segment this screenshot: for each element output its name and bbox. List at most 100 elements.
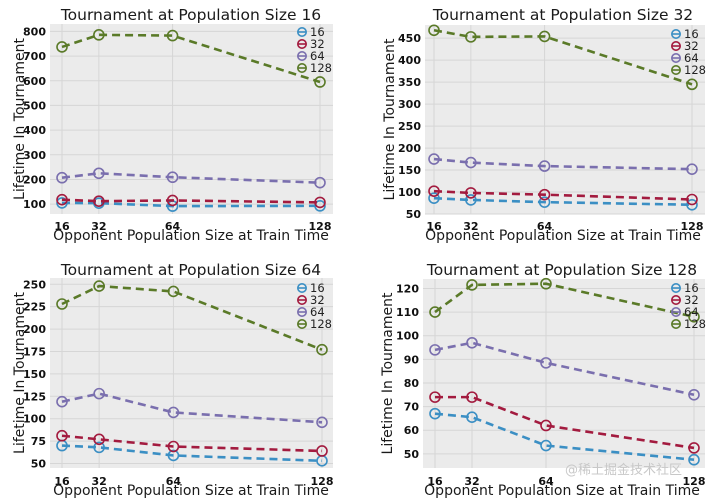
legend-marker-32 [296, 38, 307, 49]
series-line-16 [61, 444, 323, 463]
y-tick-label: 70 [404, 401, 420, 414]
y-tick-label: 90 [404, 353, 420, 366]
data-point-128 [429, 306, 441, 318]
y-tick-label: 100 [23, 413, 46, 426]
y-tick-label: 225 [23, 301, 46, 314]
legend-marker-64 [296, 306, 307, 317]
y-tick-label: 50 [406, 208, 422, 221]
data-point-64 [465, 156, 477, 169]
y-tick-label: 300 [23, 149, 46, 162]
legend-marker-128 [296, 318, 307, 329]
legend-label-16: 16 [684, 281, 699, 295]
y-tick-label: 100 [23, 198, 46, 211]
y-tick-label: 250 [398, 120, 421, 133]
legend-label-64: 64 [310, 49, 325, 63]
legend-label-16: 16 [310, 25, 325, 39]
data-point-128 [686, 78, 698, 91]
data-point-32 [428, 185, 440, 197]
data-point-32 [314, 196, 326, 209]
plot-area [423, 279, 705, 468]
legend-marker-16 [296, 282, 307, 293]
y-tick-label: 150 [23, 368, 46, 381]
series-line-16 [433, 196, 693, 207]
x-tick-label: 32 [91, 220, 106, 233]
series-line-64 [434, 341, 695, 397]
x-axis-label: Opponent Population Size at Train Time [425, 228, 701, 244]
data-point-32 [688, 442, 700, 454]
series-line-64 [433, 157, 693, 171]
series-line-32 [433, 189, 693, 201]
x-tick-label: 32 [91, 475, 106, 488]
data-point-128 [56, 41, 68, 53]
legend-marker-32 [670, 40, 681, 51]
data-point-64 [686, 163, 698, 175]
x-tick-label: 64 [166, 475, 182, 488]
series-line-128 [61, 33, 321, 84]
plot-area [50, 24, 333, 214]
data-point-64 [167, 406, 180, 419]
series-line-32 [61, 434, 323, 453]
legend-label-64: 64 [684, 305, 699, 319]
legend-label-128: 128 [310, 61, 332, 75]
series-line-16 [434, 412, 695, 462]
data-point-128 [316, 343, 328, 356]
x-tick-label: 64 [165, 220, 181, 233]
legend-marker-64 [670, 306, 681, 317]
x-tick-label: 128 [681, 220, 704, 233]
y-tick-label: 250 [23, 278, 46, 291]
data-point-64 [429, 344, 441, 356]
data-point-16 [429, 407, 441, 420]
series-line-32 [435, 395, 695, 450]
x-tick-label: 16 [54, 220, 70, 233]
data-point-64 [166, 171, 179, 184]
chart-title: Tournament at Population Size 64 [60, 261, 321, 279]
x-tick-label: 16 [427, 475, 443, 488]
legend-label-128: 128 [684, 63, 706, 77]
y-tick-label: 60 [404, 424, 420, 437]
data-point-16 [466, 411, 478, 424]
x-tick-label: 32 [463, 220, 478, 233]
y-tick-label: 150 [398, 164, 421, 177]
legend-marker-128 [670, 318, 681, 329]
legend-label-32: 32 [310, 293, 325, 307]
y-tick-label: 800 [23, 25, 46, 38]
data-point-32 [429, 391, 441, 403]
y-tick-label: 500 [23, 99, 46, 112]
data-point-128 [166, 29, 179, 42]
x-tick-label: 32 [464, 475, 479, 488]
legend-label-32: 32 [684, 293, 699, 307]
legend-marker-128 [296, 62, 307, 73]
legend-marker-16 [296, 26, 307, 37]
data-point-128 [93, 29, 105, 41]
data-point-64 [56, 395, 68, 408]
data-point-32 [167, 440, 180, 453]
series-line-128 [433, 28, 693, 86]
y-tick-label: 50 [31, 458, 47, 471]
legend-label-128: 128 [684, 317, 706, 331]
data-point-128 [538, 30, 551, 43]
series-line-16 [61, 201, 321, 208]
y-tick-label: 50 [404, 448, 420, 461]
y-tick-label: 200 [23, 323, 46, 336]
series-line-64 [61, 392, 323, 424]
data-point-64 [56, 171, 68, 184]
data-point-128 [466, 279, 478, 291]
y-tick-label: 600 [23, 75, 46, 88]
legend-marker-64 [296, 50, 307, 61]
legend-label-16: 16 [310, 281, 325, 295]
x-tick-label: 16 [54, 475, 70, 488]
data-point-64 [466, 336, 478, 349]
y-tick-label: 300 [398, 98, 421, 111]
data-point-32 [166, 194, 179, 207]
plot-area [50, 278, 333, 468]
legend-label-64: 64 [310, 305, 325, 319]
data-point-16 [93, 441, 105, 454]
data-point-16 [540, 439, 552, 452]
y-axis-label: Lifetime In Tournament [12, 292, 28, 454]
x-tick-label: 64 [537, 220, 553, 233]
